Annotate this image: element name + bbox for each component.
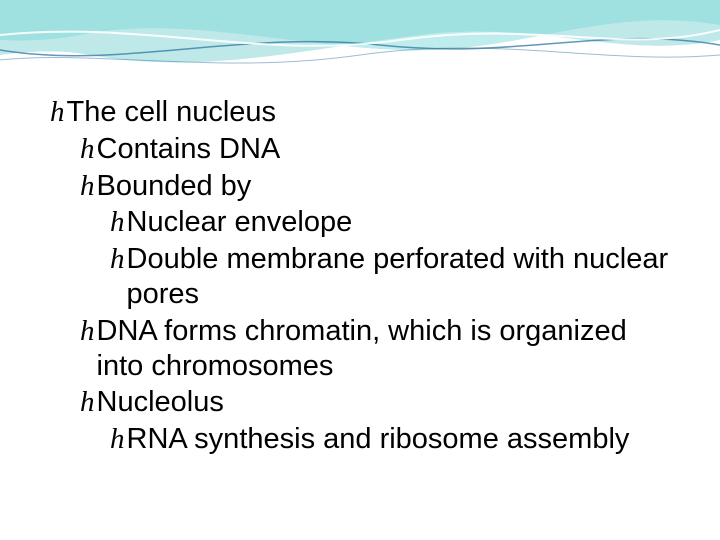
bullet-icon: h [80,132,95,167]
item-text: DNA forms chromatin, which is organized … [97,314,681,384]
bullet-icon: h [80,385,95,420]
item-text: Nuclear envelope [127,205,681,240]
bullet-icon: h [110,205,125,240]
list-item: h The cell nucleus [50,95,680,130]
list-item: h Double membrane perforated with nuclea… [110,242,680,312]
item-text: Contains DNA [97,132,681,167]
list-item: h Nuclear envelope [110,205,680,240]
bullet-icon: h [80,169,95,204]
item-text: Bounded by [97,169,681,204]
list-item: h Nucleolus [80,385,680,420]
bullet-icon: h [110,242,125,277]
list-item: h DNA forms chromatin, which is organize… [80,314,680,384]
bullet-icon: h [80,314,95,349]
item-text: The cell nucleus [67,95,681,130]
bullet-icon: h [110,422,125,457]
item-text: RNA synthesis and ribosome assembly [127,422,681,457]
list-item: h Bounded by [80,169,680,204]
list-item: h RNA synthesis and ribosome assembly [110,422,680,457]
bullet-icon: h [50,95,65,130]
item-text: Nucleolus [97,385,681,420]
wave-decoration [0,0,720,100]
item-text: Double membrane perforated with nuclear … [127,242,681,312]
list-item: h Contains DNA [80,132,680,167]
slide-content: h The cell nucleus h Contains DNA h Boun… [50,95,680,459]
